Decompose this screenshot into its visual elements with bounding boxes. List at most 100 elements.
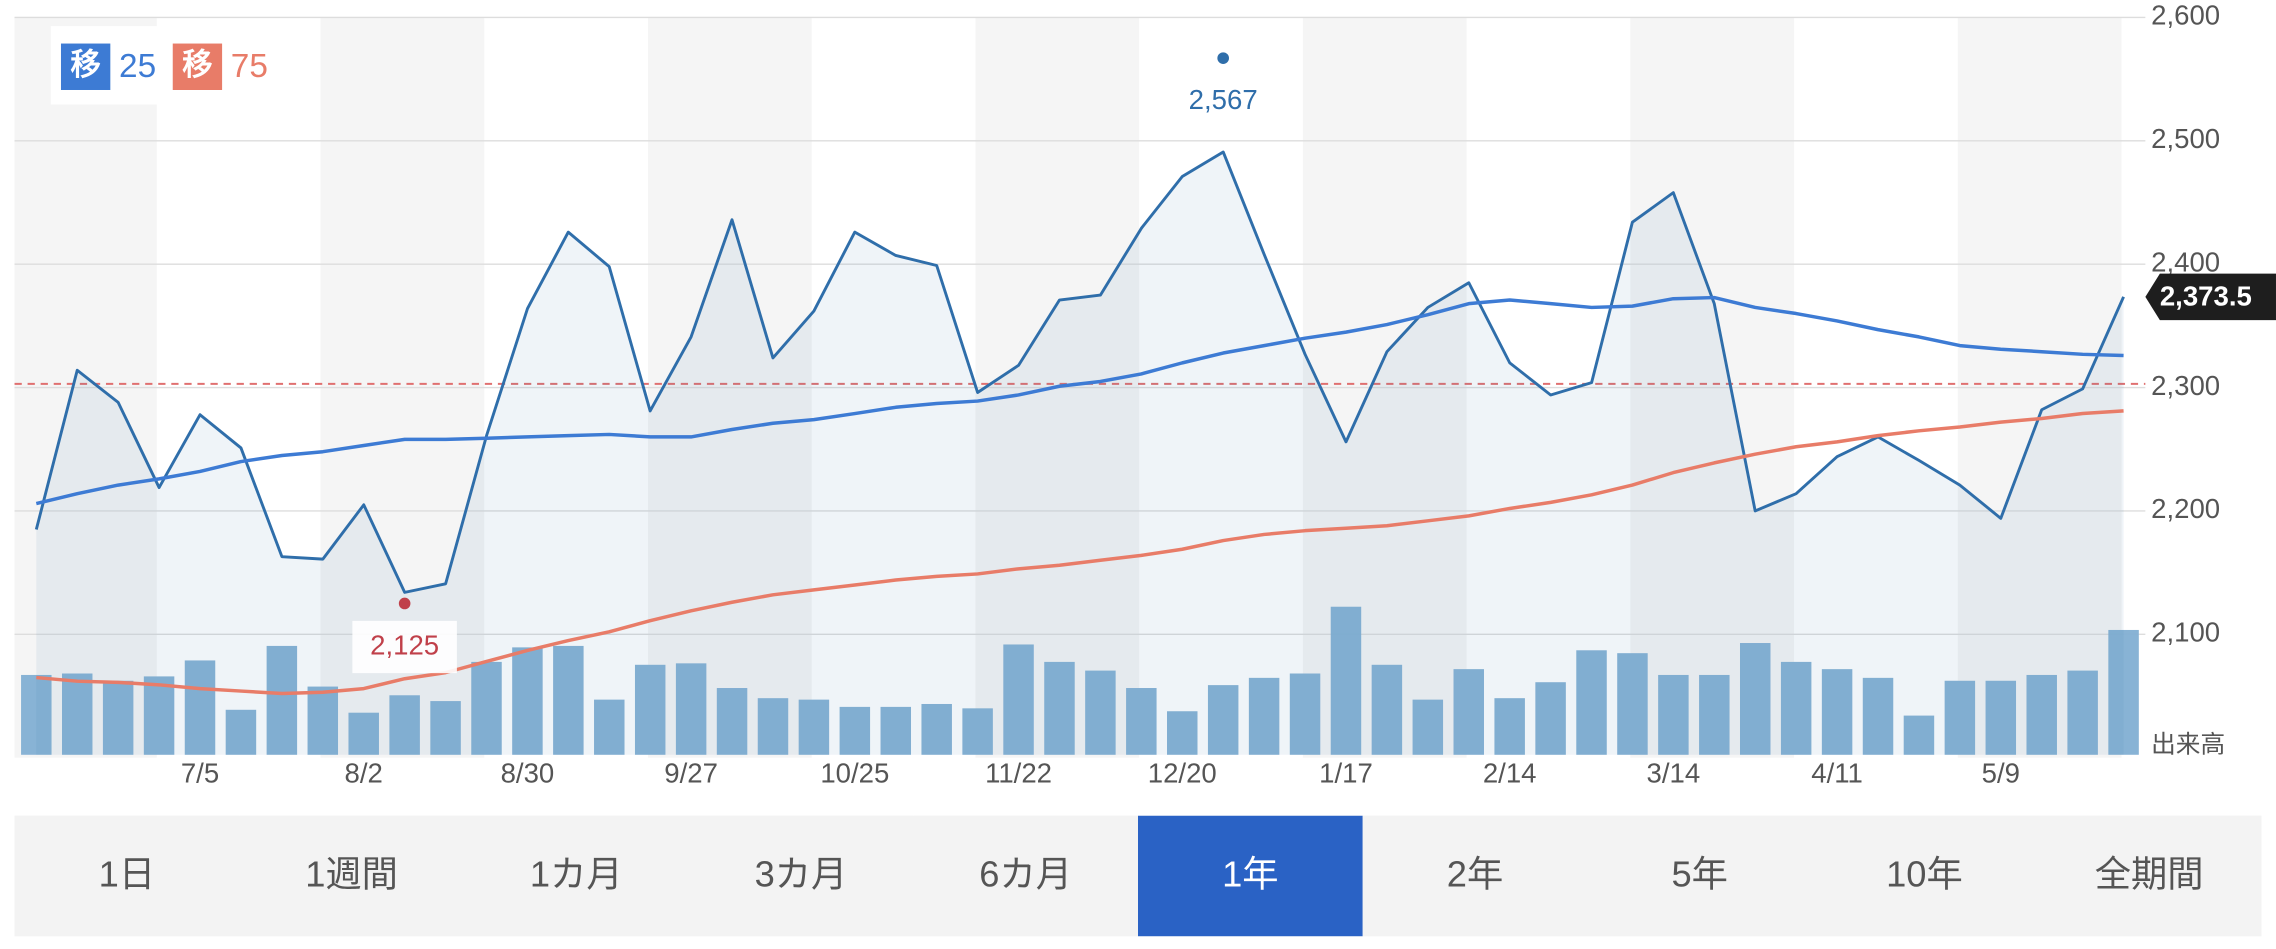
annotation-box — [1170, 75, 1276, 128]
volume-bar — [1903, 715, 1935, 755]
volume-bar — [634, 664, 666, 755]
period-button-label[interactable]: 全期間 — [2095, 853, 2204, 894]
period-button[interactable]: 5年 — [1587, 815, 1813, 937]
extreme-dot — [398, 597, 411, 610]
volume-bar — [102, 680, 134, 755]
period-button-bg[interactable] — [14, 815, 240, 937]
period-button[interactable]: 1カ月 — [463, 815, 689, 937]
period-button-label[interactable]: 2年 — [1447, 853, 1503, 894]
volume-bar — [1699, 674, 1730, 755]
y-tick-label: 2,600 — [2151, 0, 2220, 31]
period-button-bg[interactable] — [688, 815, 914, 937]
legend-badge-text: 移 — [70, 48, 100, 82]
volume-bar — [921, 703, 952, 755]
volume-bar — [2026, 674, 2057, 755]
y-tick-label: 2,100 — [2151, 617, 2220, 648]
volume-bar — [1617, 653, 1648, 755]
volume-label: 出来高 — [2151, 731, 2225, 759]
volume-bar — [21, 674, 52, 755]
annotation-box — [352, 620, 457, 674]
x-tick-label: 4/11 — [1811, 757, 1863, 788]
period-button[interactable]: 1週間 — [239, 815, 464, 937]
period-button[interactable]: 1年 — [1138, 815, 1363, 937]
x-tick-label: 1/17 — [1319, 757, 1373, 788]
volume-bar — [1289, 673, 1321, 755]
period-button-bg[interactable] — [463, 815, 689, 937]
period-button-label[interactable]: 5年 — [1672, 853, 1728, 894]
period-button-bg[interactable] — [1362, 815, 1588, 937]
x-tick-label: 3/14 — [1647, 757, 1701, 788]
volume-bar — [1412, 699, 1444, 755]
y-tick-label: 2,500 — [2151, 123, 2220, 154]
extreme-dot — [1217, 52, 1229, 64]
y-tick-label: 2,300 — [2151, 370, 2220, 401]
volume-bar — [1167, 711, 1198, 755]
period-button-label[interactable]: 1年 — [1222, 853, 1278, 894]
volume-bar — [1330, 606, 1362, 755]
volume-bar — [430, 701, 461, 755]
volume-bar — [1535, 682, 1566, 755]
volume-bar — [1453, 669, 1484, 755]
period-button-bg[interactable] — [913, 815, 1138, 937]
volume-bar — [1126, 688, 1157, 755]
moving-average-line — [35, 295, 2124, 506]
y-tick-label: 2,200 — [2151, 493, 2220, 524]
period-button-bg[interactable] — [1812, 815, 2037, 937]
x-tick-label: 8/2 — [345, 757, 383, 788]
period-button-bg[interactable] — [1138, 815, 1363, 937]
volume-bar — [1494, 698, 1525, 755]
period-button-bg[interactable] — [2036, 815, 2262, 937]
volume-bar — [594, 699, 625, 755]
period-button-bg[interactable] — [239, 815, 464, 937]
period-button-label[interactable]: 3カ月 — [755, 853, 848, 894]
volume-bar — [1985, 680, 2017, 755]
volume-bar — [266, 645, 298, 755]
period-button[interactable]: 10年 — [1812, 815, 2037, 937]
volume-bar — [225, 709, 257, 755]
legend-label: 25 — [119, 48, 156, 85]
volume-bar — [389, 695, 420, 755]
volume-bar — [1821, 669, 1853, 755]
volume-bar — [962, 708, 993, 755]
x-tick-label: 11/22 — [985, 757, 1052, 788]
period-button[interactable]: 3カ月 — [688, 815, 914, 937]
period-button-label[interactable]: 6カ月 — [979, 853, 1072, 894]
legend-label: 75 — [231, 48, 268, 85]
volume-bar — [471, 661, 502, 755]
volume-bar — [348, 712, 379, 755]
annotation-label: 2,567 — [1189, 84, 1258, 115]
volume-bar — [839, 706, 871, 755]
volume-bar — [1248, 677, 1280, 755]
volume-bar — [307, 686, 339, 755]
period-button[interactable]: 2年 — [1362, 815, 1588, 937]
x-tick-label: 10/25 — [820, 757, 889, 788]
legend-badge — [60, 43, 111, 90]
volume-bar — [1780, 661, 1812, 755]
legend-badge — [172, 43, 223, 90]
x-tick-label: 12/20 — [1148, 757, 1217, 788]
annotation-label: 2,125 — [370, 629, 439, 660]
volume-bar — [1944, 680, 1976, 755]
period-button-label[interactable]: 1日 — [99, 853, 155, 894]
current-price-tag — [2145, 273, 2276, 321]
moving-average-line — [36, 409, 2124, 696]
period-button[interactable]: 全期間 — [2036, 815, 2262, 937]
period-button[interactable]: 6カ月 — [913, 815, 1138, 937]
volume-bar — [1576, 650, 1607, 755]
period-button-label[interactable]: 10年 — [1886, 853, 1963, 894]
period-button-label[interactable]: 1カ月 — [530, 853, 623, 894]
legend-badge-text: 移 — [182, 48, 212, 82]
volume-bar — [143, 676, 175, 755]
x-tick-label: 2/14 — [1483, 757, 1537, 788]
volume-bar — [512, 647, 543, 755]
volume-bar — [1739, 643, 1771, 755]
volume-bar — [184, 660, 216, 755]
x-tick-label: 7/5 — [181, 757, 219, 788]
x-tick-label: 8/30 — [501, 757, 555, 788]
y-tick-label: 2,400 — [2151, 246, 2220, 277]
volume-bar — [1862, 677, 1894, 755]
period-button[interactable]: 1日 — [14, 815, 240, 937]
period-button-bg[interactable] — [1587, 815, 1813, 937]
period-button-label[interactable]: 1週間 — [305, 853, 398, 894]
